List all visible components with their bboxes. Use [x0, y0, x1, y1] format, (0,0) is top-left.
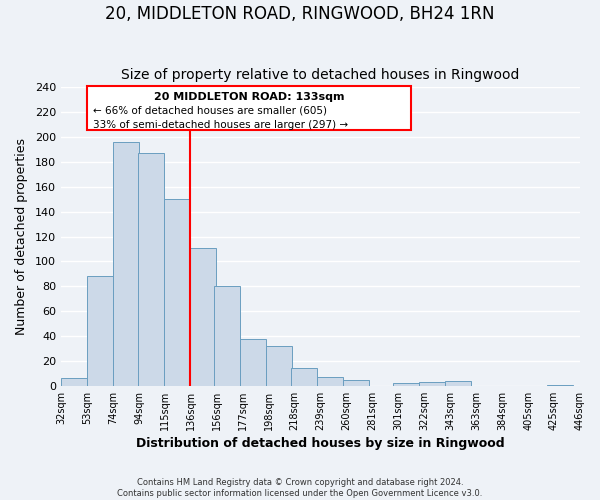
Bar [291, 368, 317, 386]
Bar [61, 378, 87, 386]
Bar [419, 382, 445, 386]
Bar [137, 153, 164, 386]
Bar [113, 142, 139, 386]
Bar [240, 338, 266, 386]
Text: ← 66% of detached houses are smaller (605): ← 66% of detached houses are smaller (60… [93, 106, 327, 116]
Bar [164, 200, 190, 386]
Bar [214, 286, 240, 386]
Text: 20 MIDDLETON ROAD: 133sqm: 20 MIDDLETON ROAD: 133sqm [154, 92, 344, 102]
Bar [445, 381, 471, 386]
Bar [343, 380, 369, 386]
Y-axis label: Number of detached properties: Number of detached properties [15, 138, 28, 335]
Bar [547, 384, 572, 386]
Text: 33% of semi-detached houses are larger (297) →: 33% of semi-detached houses are larger (… [93, 120, 349, 130]
Text: Contains HM Land Registry data © Crown copyright and database right 2024.
Contai: Contains HM Land Registry data © Crown c… [118, 478, 482, 498]
Bar [317, 377, 343, 386]
Title: Size of property relative to detached houses in Ringwood: Size of property relative to detached ho… [121, 68, 520, 82]
Bar [87, 276, 113, 386]
X-axis label: Distribution of detached houses by size in Ringwood: Distribution of detached houses by size … [136, 437, 505, 450]
Text: 20, MIDDLETON ROAD, RINGWOOD, BH24 1RN: 20, MIDDLETON ROAD, RINGWOOD, BH24 1RN [105, 5, 495, 23]
Bar [266, 346, 292, 386]
Bar [394, 384, 419, 386]
Bar [87, 86, 411, 130]
Bar [190, 248, 215, 386]
